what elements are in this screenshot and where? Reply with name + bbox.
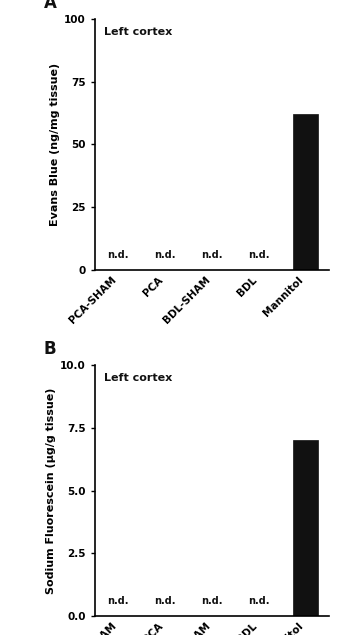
Text: n.d.: n.d. — [201, 596, 223, 606]
Text: n.d.: n.d. — [107, 250, 129, 260]
Y-axis label: Sodium Fluorescein (μg/g tissue): Sodium Fluorescein (μg/g tissue) — [46, 387, 56, 594]
Text: A: A — [43, 0, 56, 11]
Text: n.d.: n.d. — [107, 596, 129, 606]
Text: n.d.: n.d. — [154, 250, 176, 260]
Y-axis label: Evans Blue (ng/mg tissue): Evans Blue (ng/mg tissue) — [50, 63, 60, 226]
Text: Left cortex: Left cortex — [104, 27, 173, 37]
Text: n.d.: n.d. — [248, 250, 270, 260]
Text: Left cortex: Left cortex — [104, 373, 173, 383]
Text: n.d.: n.d. — [201, 250, 223, 260]
Bar — [293, 114, 318, 270]
Bar — [293, 441, 318, 616]
Text: n.d.: n.d. — [248, 596, 270, 606]
Text: B: B — [43, 340, 56, 358]
Text: n.d.: n.d. — [154, 596, 176, 606]
